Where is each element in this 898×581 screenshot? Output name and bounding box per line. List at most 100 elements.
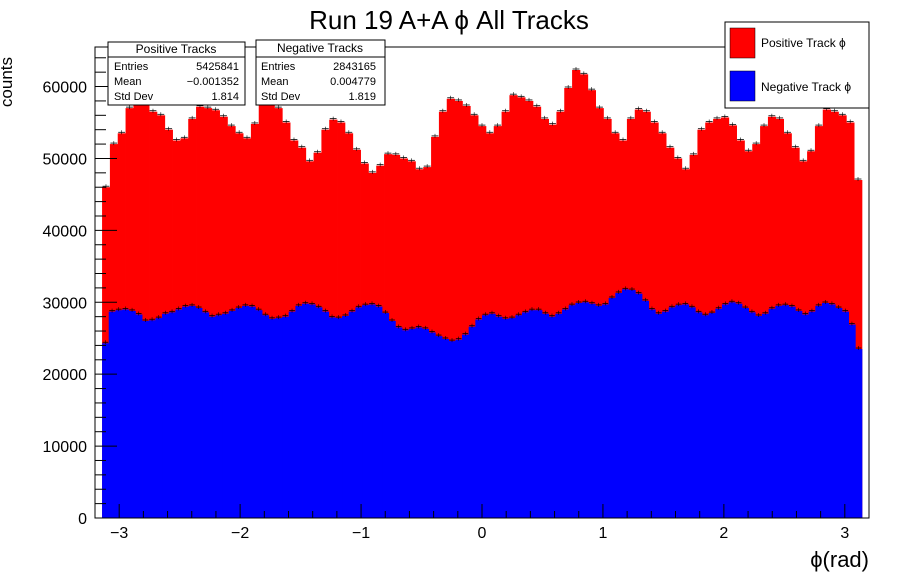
negative-bin-bar	[721, 304, 730, 518]
negative-bin-bar	[748, 312, 756, 518]
negative-bin-bar	[855, 349, 863, 518]
positive-bin-bar	[846, 122, 855, 518]
negative-bin-bar	[841, 311, 850, 518]
error-bar-marks	[102, 67, 862, 351]
positive-bin-bar	[509, 95, 518, 519]
negative-bin-bar	[448, 341, 456, 518]
stats-label-mean: Mean	[114, 76, 142, 88]
negative-bin-bar	[561, 309, 570, 518]
negative-bin-bar	[575, 302, 583, 518]
negative-bin-bar	[775, 305, 783, 518]
negative-bin-bar	[815, 305, 823, 518]
y-tick-label: 40000	[43, 223, 88, 240]
positive-bin-bar	[572, 70, 581, 518]
negative-bin-bar	[708, 313, 716, 518]
negative-bin-bar	[228, 310, 236, 518]
stats-label-entries: Entries	[114, 61, 149, 73]
negative-bin-bar	[648, 309, 656, 518]
stats-value-mean: 0.004779	[330, 76, 376, 88]
negative-bin-bar	[142, 320, 150, 518]
negative-bin-bar	[315, 307, 323, 518]
positive-bin-bar	[438, 111, 448, 518]
negative-bin-bar	[188, 305, 196, 518]
negative-bin-bar	[641, 300, 650, 518]
legend-label-negative: Negative Track ϕ	[761, 80, 851, 94]
y-tick-label: 30000	[43, 295, 88, 312]
positive-bin-bar	[258, 103, 267, 518]
stats-label-stddev: Std Dev	[114, 91, 154, 103]
negative-bin-bar	[282, 316, 290, 518]
negative-bin-bar	[535, 310, 543, 518]
negative-bin-bar	[635, 293, 643, 518]
negative-bin-bar	[828, 304, 836, 518]
positive-bin-bar	[274, 108, 283, 519]
negative-bin-bar	[248, 306, 256, 518]
negative-bin-bar	[295, 305, 303, 518]
negative-bin-bar	[288, 311, 296, 518]
negative-bin-bar	[521, 312, 530, 518]
negative-bin-bar	[761, 313, 770, 518]
negative-bin-bar	[262, 315, 270, 518]
positive-bin-bar	[579, 74, 589, 518]
y-tick-label: 20000	[43, 367, 88, 384]
negative-bin-bar	[155, 318, 163, 518]
negative-bin-bar	[588, 303, 596, 518]
negative-bin-bar	[268, 318, 276, 518]
negative-bin-bar	[475, 319, 483, 518]
negative-bin-bar	[435, 336, 443, 518]
negative-bin-bar	[108, 311, 116, 518]
stats-value-stddev: 1.814	[211, 91, 239, 103]
positive-bin-bar	[156, 115, 166, 518]
negative-bin-bar	[408, 328, 416, 518]
stats-label-entries: Entries	[261, 61, 296, 73]
negative-bin-bar	[728, 302, 736, 518]
negative-bin-bar	[848, 324, 856, 518]
negative-bin-bar	[208, 316, 216, 518]
negative-bin-bar	[595, 305, 603, 518]
negative-bin-bar	[328, 317, 336, 518]
negative-bin-bar	[422, 328, 430, 518]
negative-bin-bar	[482, 315, 490, 518]
negative-bin-bar	[661, 311, 670, 518]
negative-bin-bar	[362, 305, 370, 518]
negative-bin-bar	[462, 334, 470, 518]
negative-bin-bar	[515, 315, 523, 518]
y-tick-label: 50000	[43, 151, 88, 168]
negative-bin-bar	[502, 318, 510, 518]
negative-bin-bar	[541, 313, 550, 518]
negative-bin-bar	[122, 309, 130, 518]
negative-bin-bar	[355, 307, 363, 518]
negative-bin-bar	[395, 327, 403, 518]
legend-swatch-negative	[729, 70, 756, 102]
negative-bin-bar	[382, 313, 390, 518]
negative-bin-bar	[715, 308, 723, 518]
negative-bin-bar	[308, 304, 316, 518]
negative-bin-bar	[442, 338, 450, 518]
negative-bin-bar	[821, 302, 830, 518]
negative-bin-bar	[675, 305, 683, 518]
negative-bin-bar	[681, 304, 690, 518]
negative-bin-bar	[755, 315, 763, 518]
negative-bin-bar	[302, 303, 310, 518]
negative-bin-bar	[801, 314, 810, 518]
negative-bin-bar	[608, 297, 616, 518]
negative-bin-bar	[628, 290, 636, 518]
negative-bin-bar	[335, 318, 343, 518]
negative-series-bars	[102, 289, 863, 518]
chart-title: Run 19 A+A ϕ All Tracks	[309, 5, 589, 35]
negative-bin-bar	[808, 311, 816, 518]
stats-label-mean: Mean	[261, 76, 289, 88]
stats-box-negative: Negative Tracks Entries 2843165 Mean 0.0…	[255, 39, 386, 106]
stats-box-title: Negative Tracks	[277, 41, 363, 55]
negative-bin-bar	[695, 312, 703, 518]
negative-bin-bar	[701, 315, 710, 518]
negative-bin-bar	[768, 308, 776, 518]
positive-bin-bar	[454, 100, 463, 519]
x-tick-label: −2	[231, 525, 249, 542]
negative-bin-bar	[495, 316, 503, 518]
negative-bin-bar	[175, 309, 183, 518]
negative-bin-bar	[688, 307, 696, 518]
x-axis: −3 −2 −1 0 1 2 3	[94, 504, 870, 542]
negative-bin-bar	[468, 326, 476, 518]
